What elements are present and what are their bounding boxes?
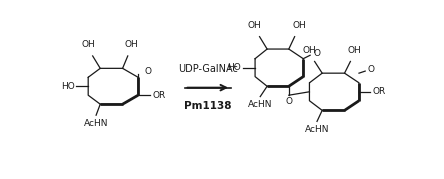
Text: HO: HO — [61, 82, 75, 91]
Text: Pm1138: Pm1138 — [184, 101, 232, 111]
Text: OH: OH — [292, 21, 306, 30]
Text: OH: OH — [302, 46, 316, 55]
Text: OH: OH — [124, 40, 138, 49]
Text: OH: OH — [81, 40, 95, 49]
Text: OR: OR — [373, 87, 386, 96]
Text: AcHN: AcHN — [248, 100, 273, 109]
Text: O: O — [285, 97, 292, 106]
Text: OH: OH — [348, 46, 362, 55]
Text: O: O — [144, 67, 151, 76]
Text: UDP-GalNAc: UDP-GalNAc — [178, 64, 238, 74]
Text: HO: HO — [227, 63, 241, 72]
Text: OH: OH — [247, 21, 261, 30]
Text: O: O — [313, 49, 321, 58]
Text: AcHN: AcHN — [305, 125, 329, 134]
Text: OR: OR — [153, 91, 166, 100]
Text: O: O — [368, 66, 375, 74]
Text: AcHN: AcHN — [84, 119, 108, 128]
